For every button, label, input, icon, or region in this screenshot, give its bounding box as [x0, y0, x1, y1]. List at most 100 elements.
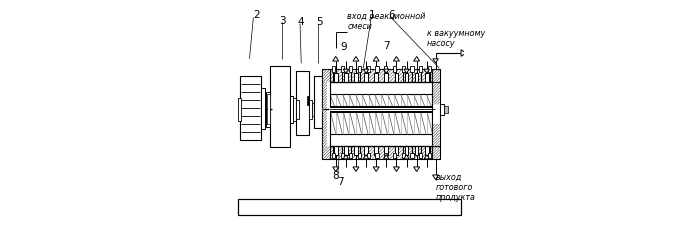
Bar	[238, 98, 240, 121]
Bar	[428, 153, 431, 158]
Bar	[432, 108, 447, 147]
Bar	[289, 96, 293, 124]
Bar	[307, 96, 309, 105]
Polygon shape	[414, 57, 419, 62]
Bar	[329, 107, 433, 113]
Bar	[334, 74, 338, 82]
Bar	[393, 153, 396, 158]
Bar	[394, 74, 398, 82]
Bar	[384, 147, 388, 155]
Bar	[410, 67, 414, 73]
Bar	[419, 153, 422, 158]
Polygon shape	[394, 57, 399, 62]
Text: 8: 8	[333, 170, 339, 180]
Bar	[364, 147, 368, 155]
Polygon shape	[433, 60, 438, 64]
Bar	[375, 74, 378, 82]
Bar	[367, 153, 370, 158]
Polygon shape	[433, 175, 438, 180]
Polygon shape	[333, 57, 339, 62]
Bar	[293, 98, 296, 121]
Bar	[384, 74, 388, 82]
Bar	[367, 67, 370, 73]
Bar	[410, 153, 414, 158]
Polygon shape	[384, 70, 389, 74]
Bar	[330, 70, 432, 82]
Polygon shape	[353, 167, 359, 172]
Text: 2: 2	[253, 10, 259, 20]
Text: 7: 7	[337, 176, 344, 186]
Bar	[354, 74, 358, 82]
Bar	[445, 106, 448, 113]
Text: вход реакционной
смеси: вход реакционной смеси	[347, 12, 426, 31]
Bar	[350, 153, 352, 158]
Bar	[394, 147, 398, 155]
Text: 1: 1	[369, 10, 376, 20]
Polygon shape	[353, 57, 359, 62]
Bar	[344, 147, 347, 155]
Bar	[393, 67, 396, 73]
Bar	[358, 153, 361, 158]
Bar	[322, 70, 330, 159]
Bar	[238, 199, 461, 215]
Polygon shape	[343, 70, 349, 74]
Bar	[329, 109, 433, 111]
Bar	[296, 101, 298, 119]
Text: 7: 7	[383, 41, 389, 51]
Polygon shape	[461, 51, 466, 57]
Bar	[384, 153, 387, 158]
Bar	[425, 147, 428, 155]
Bar	[375, 67, 379, 73]
Text: 5: 5	[316, 17, 323, 27]
Bar	[334, 147, 338, 155]
Bar	[296, 72, 309, 135]
Bar	[340, 153, 344, 158]
Text: 6: 6	[389, 10, 396, 20]
Bar	[384, 67, 387, 73]
Polygon shape	[404, 70, 409, 74]
Polygon shape	[343, 155, 349, 159]
Bar	[314, 77, 323, 128]
Polygon shape	[333, 167, 339, 172]
Bar	[270, 66, 289, 148]
Bar	[330, 147, 432, 159]
Polygon shape	[424, 70, 429, 74]
Polygon shape	[373, 167, 379, 172]
Bar	[312, 103, 315, 117]
Bar	[268, 95, 270, 125]
Bar	[350, 67, 352, 73]
Bar	[425, 74, 428, 82]
Text: выход
готового
продукта: выход готового продукта	[435, 172, 475, 202]
Bar	[415, 147, 419, 155]
Bar	[364, 74, 368, 82]
Bar	[358, 67, 361, 73]
Bar	[432, 70, 440, 82]
Bar	[375, 147, 378, 155]
Text: к вакуумному
насосу: к вакуумному насосу	[426, 29, 485, 48]
Bar	[354, 147, 358, 155]
Bar	[432, 82, 440, 147]
Bar	[344, 74, 347, 82]
Bar	[440, 104, 445, 116]
Bar	[332, 153, 335, 158]
Polygon shape	[384, 155, 389, 159]
Polygon shape	[404, 155, 409, 159]
Bar	[330, 95, 432, 134]
Bar	[261, 88, 265, 129]
Bar	[402, 67, 405, 73]
Bar	[375, 153, 379, 158]
Bar	[419, 67, 422, 73]
Bar	[402, 153, 405, 158]
Bar	[428, 67, 431, 73]
Bar	[415, 74, 419, 82]
Polygon shape	[424, 155, 429, 159]
Text: 4: 4	[298, 17, 305, 27]
Bar	[405, 147, 408, 155]
Polygon shape	[373, 57, 379, 62]
Text: 3: 3	[280, 16, 286, 26]
Text: 9: 9	[340, 42, 347, 52]
Polygon shape	[363, 70, 369, 74]
Bar	[432, 147, 440, 159]
Bar	[340, 67, 344, 73]
Polygon shape	[414, 167, 419, 172]
